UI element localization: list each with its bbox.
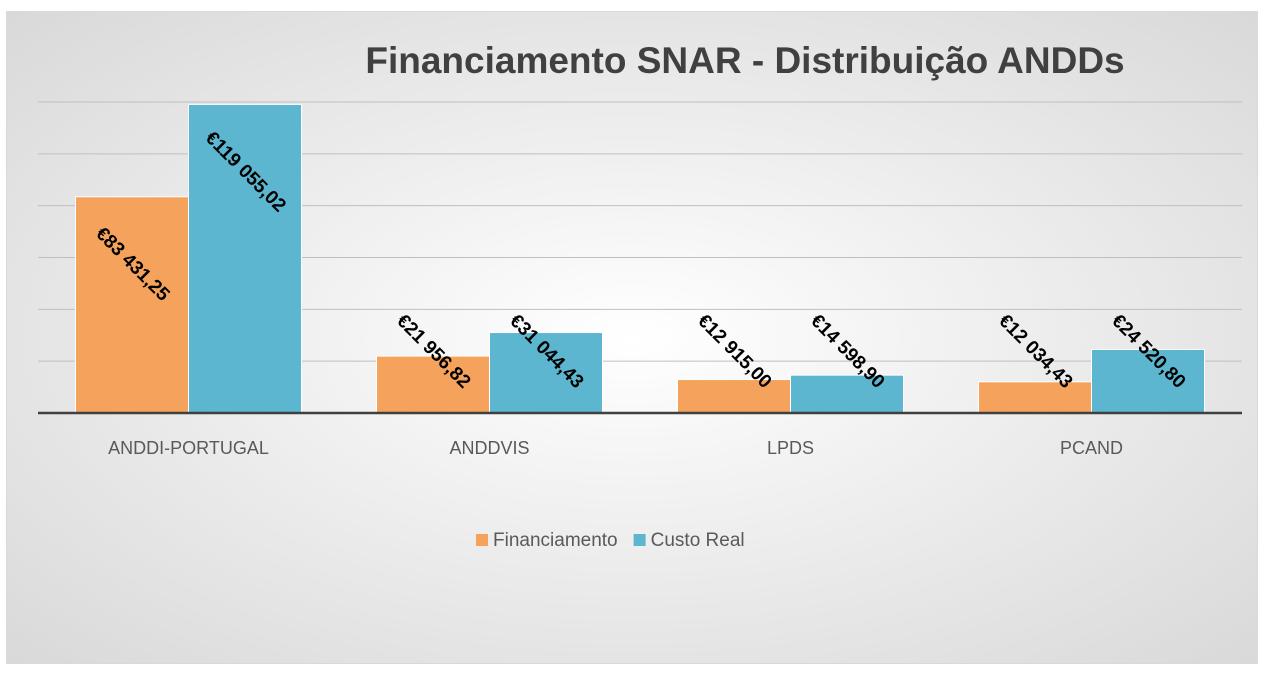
bar	[376, 355, 490, 414]
x-tick-label: LPDS	[767, 438, 814, 458]
chart-title: Financiamento SNAR - Distribuição ANDDs	[365, 40, 1124, 81]
legend-swatch	[476, 534, 488, 546]
bar	[790, 374, 904, 414]
legend-label: Custo Real	[651, 530, 745, 551]
bar	[1091, 348, 1205, 414]
legend-label: Financiamento	[493, 530, 618, 551]
x-tick-label: ANDDVIS	[449, 438, 529, 458]
legend-swatch	[633, 534, 646, 546]
x-tick-label: ANDDI-PORTUGAL	[108, 438, 269, 458]
x-tick-label: PCAND	[1060, 438, 1123, 458]
bar	[188, 103, 302, 414]
bar	[978, 381, 1092, 414]
bar	[677, 379, 791, 414]
bar	[75, 196, 189, 414]
